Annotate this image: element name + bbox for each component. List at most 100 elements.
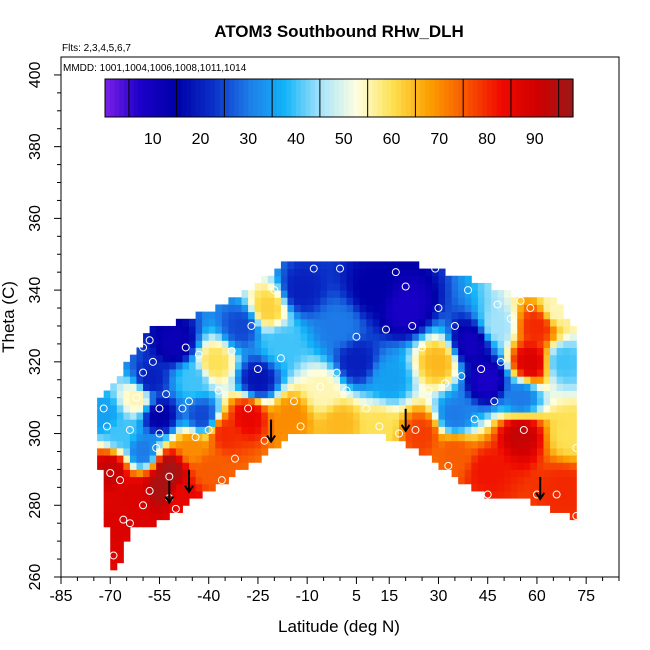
field-cell xyxy=(300,397,308,406)
field-cell xyxy=(425,318,433,327)
field-cell xyxy=(517,383,525,392)
field-cell xyxy=(379,282,387,291)
field-cell xyxy=(379,290,387,298)
field-cell xyxy=(392,333,400,341)
field-cell xyxy=(497,340,505,348)
field-cell xyxy=(412,290,420,298)
colorbar-cell xyxy=(143,79,149,117)
field-cell xyxy=(536,325,544,334)
field-cell xyxy=(556,361,564,370)
field-cell xyxy=(280,376,288,384)
field-cell xyxy=(307,404,315,413)
field-cell xyxy=(326,361,334,370)
field-cell xyxy=(477,404,485,413)
sample-point xyxy=(139,343,148,352)
field-cell xyxy=(431,311,439,320)
field-cell xyxy=(536,318,544,327)
field-cell xyxy=(536,419,544,427)
field-cell xyxy=(300,304,308,313)
field-cell xyxy=(379,297,387,305)
field-cell xyxy=(241,426,249,435)
field-cell xyxy=(392,282,400,291)
sample-point xyxy=(125,519,134,528)
field-cell xyxy=(563,498,571,506)
field-cell xyxy=(254,333,262,341)
field-cell xyxy=(530,397,538,406)
field-cell xyxy=(248,440,256,449)
field-cell xyxy=(536,397,544,406)
colorbar-cell xyxy=(224,79,230,117)
field-cell xyxy=(451,447,459,456)
colorbar-cell xyxy=(124,79,130,117)
field-cell xyxy=(248,369,256,377)
field-cell xyxy=(543,354,551,363)
sample-point xyxy=(411,425,420,434)
field-cell xyxy=(451,376,459,384)
x-tick-label: 15 xyxy=(380,588,398,605)
colorbar-cell xyxy=(200,79,206,117)
arrow-head xyxy=(184,485,194,494)
field-cell xyxy=(195,483,203,492)
field-cell xyxy=(208,390,216,399)
field-cell xyxy=(195,369,203,377)
colorbar-tick-label: 40 xyxy=(287,131,305,148)
field-cell xyxy=(136,519,144,528)
field-cell xyxy=(563,354,571,363)
colorbar-cell xyxy=(238,79,245,117)
field-cell xyxy=(425,440,433,449)
field-cell xyxy=(182,490,190,499)
field-cell xyxy=(405,376,413,384)
field-cell xyxy=(563,469,571,478)
field-cell xyxy=(156,333,164,341)
field-cell xyxy=(340,426,348,435)
field-cell xyxy=(294,383,302,392)
field-cell xyxy=(195,419,203,427)
field-cell xyxy=(241,390,249,399)
field-cell xyxy=(425,426,433,435)
field-cell xyxy=(149,419,157,427)
field-cell xyxy=(412,304,420,313)
field-cell xyxy=(497,318,505,327)
field-cell xyxy=(550,455,558,463)
field-cell xyxy=(510,318,518,327)
field-cell xyxy=(484,354,492,363)
field-cell xyxy=(202,469,210,478)
field-cell xyxy=(156,505,164,513)
field-cell xyxy=(418,404,426,413)
field-cell xyxy=(215,397,223,406)
field-cell xyxy=(477,297,485,305)
field-cell xyxy=(510,333,518,341)
x-tick-label: 75 xyxy=(577,588,595,605)
field-cell xyxy=(156,469,164,478)
field-cell xyxy=(110,512,118,521)
colorbar-cell xyxy=(253,79,259,117)
field-cell xyxy=(490,290,499,298)
field-cell xyxy=(425,433,433,442)
field-cell xyxy=(116,390,124,399)
field-cell xyxy=(405,419,413,427)
field-cell xyxy=(320,376,328,384)
field-cell xyxy=(149,376,157,384)
field-cell xyxy=(464,462,472,470)
field-cell xyxy=(477,311,485,320)
field-cell xyxy=(399,290,407,298)
field-cell xyxy=(136,490,144,499)
field-cell xyxy=(274,383,282,392)
field-cell xyxy=(418,361,426,370)
field-cell xyxy=(326,297,334,305)
field-cell xyxy=(228,333,236,341)
field-cell xyxy=(267,440,275,449)
field-cell xyxy=(490,490,499,499)
field-cell xyxy=(510,361,518,370)
field-cell xyxy=(451,275,459,284)
field-cell xyxy=(379,347,387,356)
field-cell xyxy=(445,404,453,413)
field-cell xyxy=(103,512,111,521)
field-cell xyxy=(385,297,394,305)
field-cell xyxy=(307,354,315,363)
field-cell xyxy=(392,340,400,348)
field-cell xyxy=(372,412,380,420)
field-cell xyxy=(175,447,183,456)
field-cell xyxy=(405,354,413,363)
field-cell xyxy=(536,404,544,413)
